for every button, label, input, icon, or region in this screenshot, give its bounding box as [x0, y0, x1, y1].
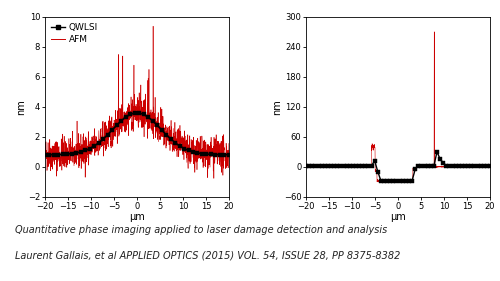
X-axis label: μm: μm [390, 212, 406, 222]
Y-axis label: nm: nm [272, 99, 282, 115]
Y-axis label: nm: nm [16, 99, 26, 115]
X-axis label: μm: μm [129, 212, 145, 222]
Text: Laurent Gallais, et al APPLIED OPTICS (2015) VOL. 54, ISSUE 28, PP 8375-8382: Laurent Gallais, et al APPLIED OPTICS (2… [15, 251, 400, 260]
Legend: QWLSI, AFM: QWLSI, AFM [50, 21, 100, 46]
Text: Quantitative phase imaging applied to laser damage detection and analysis: Quantitative phase imaging applied to la… [15, 225, 387, 235]
